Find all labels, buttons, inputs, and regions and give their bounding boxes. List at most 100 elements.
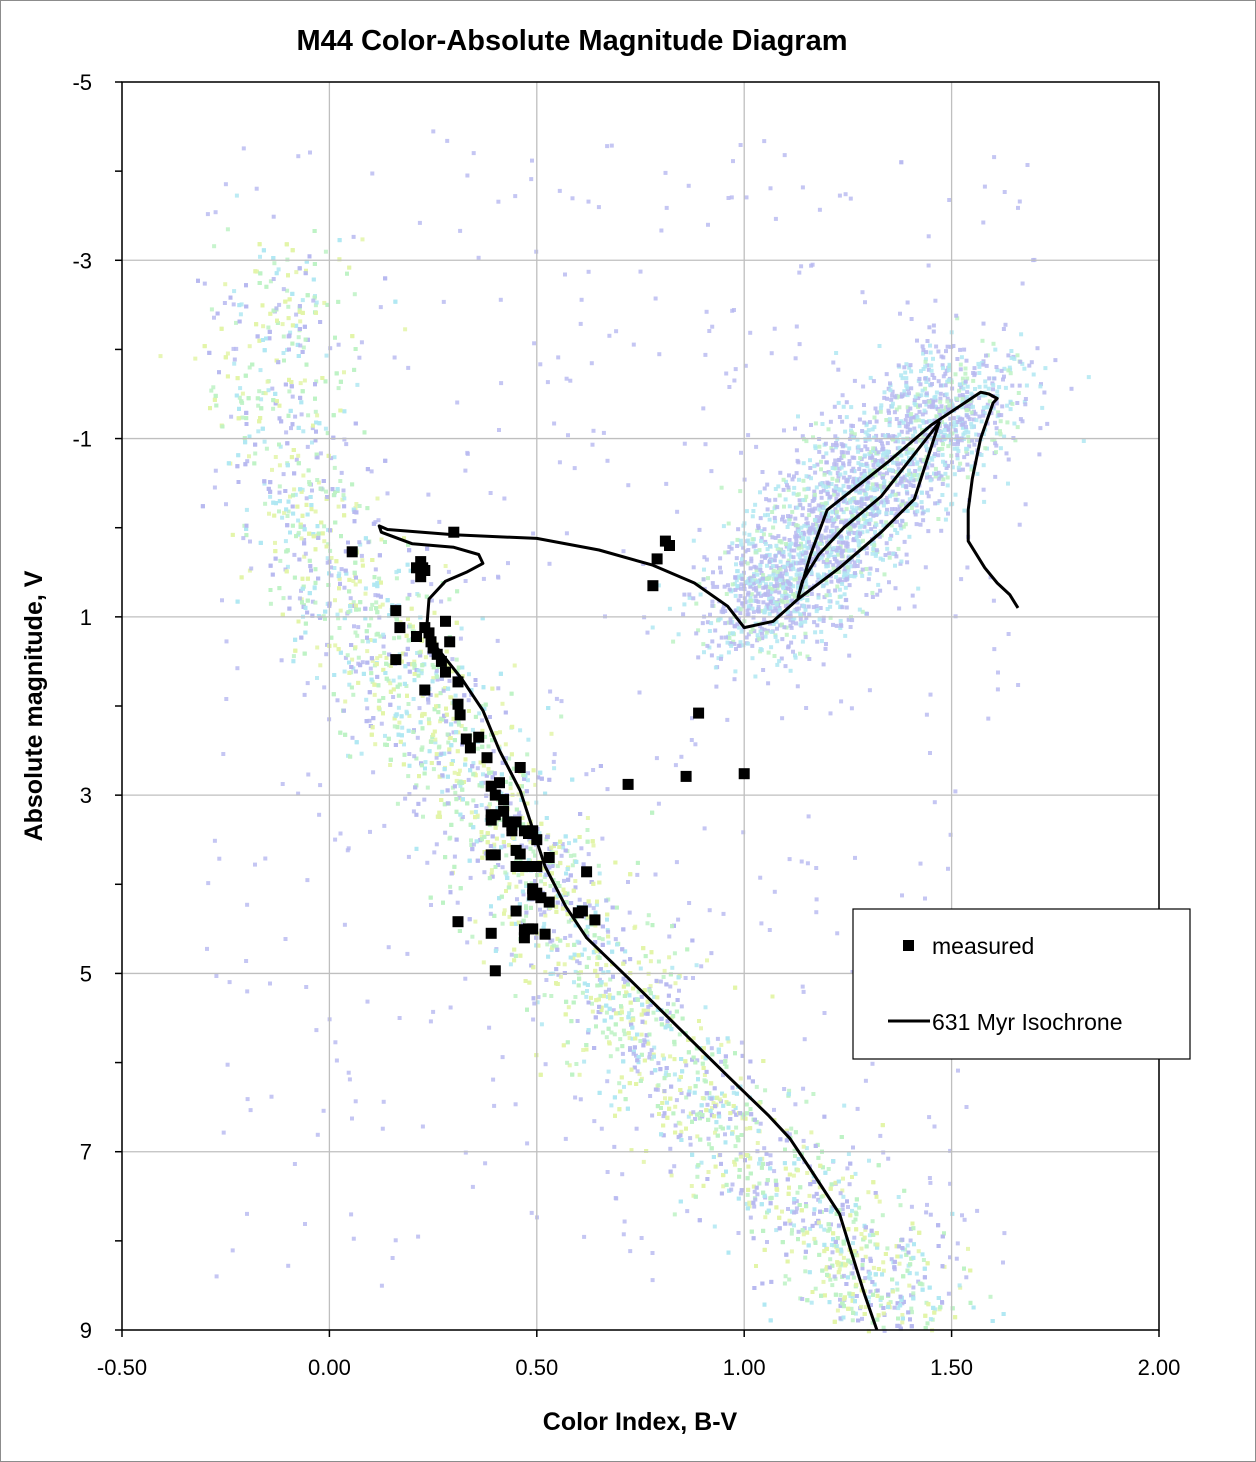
- density-cell: [743, 1158, 747, 1163]
- density-cell: [328, 548, 333, 553]
- density-cell: [854, 1294, 859, 1298]
- density-cell: [643, 954, 648, 959]
- density-cell: [495, 806, 500, 810]
- density-cell: [648, 1000, 653, 1004]
- density-cell: [805, 1298, 810, 1303]
- density-cell: [273, 549, 278, 554]
- density-cell: [570, 863, 575, 868]
- density-cell: [927, 1285, 932, 1290]
- density-cell: [322, 300, 327, 305]
- density-cell: [256, 429, 261, 434]
- density-cell: [733, 1144, 738, 1149]
- density-cell: [552, 844, 556, 849]
- density-cell: [552, 766, 557, 771]
- density-cell: [417, 650, 422, 655]
- density-cell: [895, 1287, 900, 1292]
- density-cell: [627, 1081, 632, 1086]
- density-cell: [288, 408, 293, 413]
- density-cell: [812, 1236, 817, 1241]
- density-cell: [789, 1249, 794, 1254]
- density-cell: [348, 596, 353, 601]
- density-cell: [665, 1024, 670, 1029]
- density-cell: [477, 711, 482, 716]
- density-cell: [480, 855, 485, 860]
- density-cell: [223, 282, 228, 287]
- density-cell: [303, 337, 308, 342]
- density-cell: [367, 623, 372, 628]
- density-cell: [812, 1179, 817, 1184]
- density-cell: [646, 913, 651, 918]
- density-cell: [560, 902, 565, 907]
- density-cell: [434, 674, 439, 679]
- density-cell: [666, 1073, 671, 1077]
- density-cell: [639, 994, 644, 999]
- density-cell: [866, 1275, 871, 1280]
- density-cell: [296, 335, 301, 340]
- density-cell: [305, 610, 310, 615]
- density-cell: [407, 752, 412, 756]
- density-cell: [577, 976, 582, 981]
- density-cell: [847, 1182, 852, 1187]
- density-cell: [315, 645, 320, 650]
- density-cell: [369, 671, 374, 676]
- density-cell: [457, 795, 462, 800]
- density-cell: [658, 1067, 663, 1072]
- density-cell: [394, 576, 399, 581]
- density-cell: [454, 809, 459, 814]
- density-cell: [237, 406, 241, 411]
- density-cell: [391, 687, 396, 692]
- density-cell: [479, 830, 484, 835]
- density-cell: [499, 845, 504, 850]
- density-cell: [555, 982, 560, 986]
- density-cell: [542, 910, 547, 915]
- density-cell: [585, 989, 589, 993]
- density-cell: [370, 679, 375, 684]
- density-cell: [542, 866, 547, 871]
- density-cell: [331, 413, 336, 418]
- density-cell: [470, 934, 475, 939]
- density-cell: [871, 1265, 876, 1270]
- density-cell: [738, 1152, 743, 1156]
- density-cell: [303, 630, 308, 635]
- density-cell: [697, 1111, 702, 1116]
- density-cell: [598, 967, 603, 972]
- density-cell: [487, 715, 492, 719]
- density-cell: [479, 834, 484, 839]
- density-cell: [670, 924, 674, 929]
- density-cell: [896, 1316, 900, 1321]
- density-cell: [525, 752, 530, 757]
- density-cell: [621, 976, 626, 981]
- density-cell: [718, 1153, 723, 1157]
- density-cell: [255, 334, 260, 339]
- density-cell: [598, 993, 603, 998]
- density-cell: [801, 1240, 806, 1245]
- density-cell: [619, 1075, 624, 1080]
- density-cell: [542, 874, 547, 879]
- density-cell: [416, 673, 421, 678]
- density-cell: [287, 606, 292, 611]
- density-cell: [562, 891, 567, 896]
- density-cell: [658, 979, 663, 984]
- density-cell: [712, 1086, 717, 1091]
- density-cell: [466, 777, 471, 782]
- density-cell: [594, 1024, 598, 1029]
- density-cell: [906, 1310, 911, 1315]
- density-cell: [392, 724, 397, 729]
- density-cell: [437, 810, 442, 815]
- density-cell: [396, 732, 401, 737]
- density-cell: [770, 994, 775, 999]
- density-cell: [384, 676, 389, 681]
- density-cell: [697, 1116, 702, 1121]
- density-cell: [638, 966, 643, 971]
- density-cell: [604, 1010, 609, 1015]
- density-cell: [648, 991, 653, 996]
- density-cell: [344, 571, 349, 576]
- density-cell: [726, 1250, 731, 1255]
- density-background: [158, 129, 1091, 1334]
- density-cell: [499, 772, 504, 777]
- density-cell: [559, 853, 564, 858]
- density-cell: [648, 1003, 653, 1007]
- density-cell: [720, 1091, 724, 1096]
- density-cell: [436, 704, 441, 709]
- density-cell: [381, 711, 385, 716]
